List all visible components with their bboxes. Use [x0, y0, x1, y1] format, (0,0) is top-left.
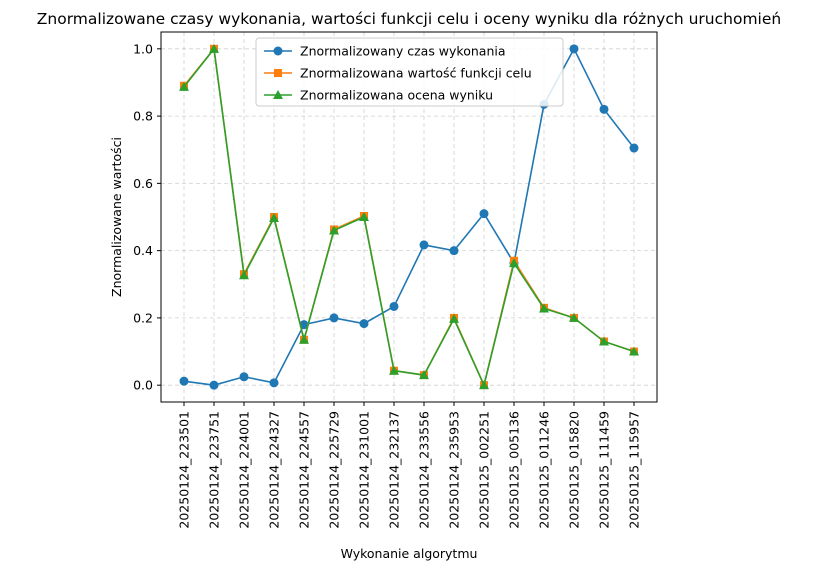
data-point [509, 258, 519, 268]
data-point [629, 143, 639, 153]
y-axis-label: Znormalizowane wartości [109, 137, 124, 297]
data-point [269, 378, 279, 388]
x-axis-label: Wykonanie algorytmu [341, 546, 478, 561]
x-axis-ticks: 20250124_223501 20250124_223751 20250124_2… [177, 402, 642, 529]
data-point [599, 336, 609, 346]
data-point [269, 213, 279, 223]
data-point [359, 212, 369, 221]
y-tick-label: 0.4 [133, 243, 153, 258]
data-point [479, 209, 489, 219]
legend-marker [273, 90, 283, 99]
x-tick-label: 20250125_011246 [537, 411, 552, 529]
data-point [569, 44, 579, 54]
data-point [449, 313, 459, 323]
data-point [419, 370, 429, 380]
x-tick-label: 20250124_231001 [357, 411, 372, 529]
data-point [329, 313, 339, 323]
y-tick-label: 0.2 [133, 310, 153, 325]
legend-label: Znormalizowana ocena wyniku [300, 88, 493, 103]
data-point [239, 372, 249, 382]
data-point [479, 380, 489, 390]
data-point [419, 240, 429, 250]
y-tick-label: 0.6 [133, 176, 153, 191]
x-tick-label: 20250124_232137 [387, 411, 402, 529]
data-point [599, 104, 609, 114]
series-line [183, 46, 635, 388]
data-point [209, 380, 219, 390]
x-tick-label: 20250125_005136 [507, 411, 522, 529]
legend-box [255, 37, 564, 107]
x-tick-label: 20250125_115957 [627, 411, 642, 529]
legend-label: Znormalizowana wartość funkcji celu [300, 66, 532, 81]
y-axis-ticks: 0.0 0.2 0.4 0.6 0.8 1.0 [133, 41, 161, 393]
x-tick-label: 20250125_015820 [567, 411, 582, 529]
legend-marker [273, 46, 283, 56]
legend-entry: Znormalizowana wartość funkcji celu [264, 66, 532, 81]
y-tick-label: 0.0 [133, 378, 153, 393]
x-tick-label: 20250124_224327 [267, 411, 282, 529]
legend-entry: Znormalizowany czas wykonania [264, 44, 506, 59]
plot-area-frame [160, 31, 658, 403]
x-tick-label: 20250125_002251 [477, 411, 492, 529]
data-point [209, 43, 219, 53]
data-point [629, 346, 639, 356]
x-tick-label: 20250124_225729 [327, 411, 342, 529]
data-point [179, 81, 189, 91]
x-tick-label: 20250124_223501 [177, 411, 192, 529]
y-tick-label: 1.0 [133, 41, 153, 56]
y-tick-label: 0.8 [133, 109, 153, 124]
data-point [179, 376, 189, 386]
data-point [449, 246, 459, 256]
series-3 [179, 43, 639, 390]
x-tick-label: 20250124_224557 [297, 411, 312, 529]
legend-marker [274, 69, 282, 77]
data-point [569, 312, 579, 322]
x-tick-label: 20250125_111459 [597, 411, 612, 529]
data-point [359, 319, 369, 329]
x-tick-label: 20250124_224001 [237, 411, 252, 529]
legend-label: Znormalizowany czas wykonania [300, 44, 506, 59]
data-point [239, 270, 249, 280]
x-tick-label: 20250124_235953 [447, 411, 462, 529]
x-tick-label: 20250124_233556 [417, 411, 432, 529]
data-point [389, 301, 399, 311]
data-point [299, 334, 309, 344]
data-point [539, 303, 549, 313]
legend-entry: Znormalizowana ocena wyniku [264, 88, 493, 103]
data-point [329, 225, 339, 235]
data-point [389, 365, 399, 375]
chart-title: Znormalizowane czasy wykonania, wartości… [37, 10, 781, 28]
x-tick-label: 20250124_223751 [207, 411, 222, 529]
legend: Znormalizowany czas wykonania Znormalizow… [255, 37, 564, 107]
data-point [299, 320, 309, 330]
